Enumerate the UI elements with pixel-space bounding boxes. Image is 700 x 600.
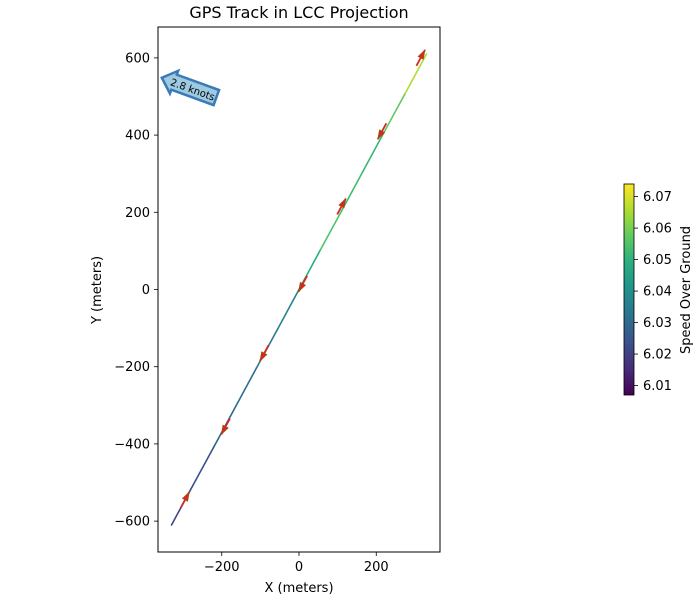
track-segment [234, 367, 258, 409]
y-axis-ticks: −600 −400 −200 0 200 400 600 [114, 51, 158, 530]
y-tick-label: −400 [114, 437, 150, 452]
speed-annotation: 2.8 knots [160, 68, 221, 107]
chart-title: GPS Track in LCC Projection [189, 3, 408, 22]
colorbar-tick-label: 6.05 [643, 253, 672, 268]
colorbar-tick-label: 6.04 [643, 285, 672, 300]
colorbar-label: Speed Over Ground [679, 226, 694, 354]
y-tick-label: 600 [125, 51, 150, 66]
x-axis-label: X (meters) [264, 581, 333, 596]
y-tick-label: 400 [125, 129, 150, 144]
colorbar: 6.01 6.02 6.03 6.04 6.05 6.06 6.07 Speed Over … [623, 183, 694, 396]
direction-arrow-head [259, 351, 268, 362]
track-segment [276, 288, 300, 330]
colorbar-bar [623, 183, 635, 396]
direction-arrow-head [338, 197, 347, 209]
y-tick-label: 200 [125, 206, 150, 221]
x-tick-label: −200 [204, 560, 240, 575]
colorbar-tick-label: 6.01 [643, 379, 672, 394]
y-tick-label: −600 [114, 515, 150, 530]
track-segment [383, 92, 407, 134]
colorbar-tick-label: 6.02 [643, 348, 672, 363]
track-segment [191, 445, 215, 487]
track-segment [361, 131, 385, 173]
direction-arrow-head [298, 281, 307, 293]
y-tick-label: −200 [114, 360, 150, 375]
colorbar-tick-label: 6.07 [643, 190, 672, 205]
colorbar-tick-label: 6.03 [643, 316, 672, 331]
x-axis-ticks: −200 0 200 [204, 552, 389, 575]
direction-arrow-head [377, 129, 386, 140]
x-tick-label: 0 [295, 560, 303, 575]
colorbar-ticks: 6.01 6.02 6.03 6.04 6.05 6.06 6.07 [634, 190, 672, 394]
plot-area: 2.8 knots [157, 26, 441, 553]
direction-arrow-head [181, 491, 190, 502]
arrow-layer [179, 49, 426, 509]
direction-arrow-head [417, 49, 426, 60]
track-segment [404, 53, 428, 95]
y-axis-label: Y (meters) [90, 256, 105, 325]
x-tick-label: 200 [364, 560, 389, 575]
y-tick-label: 0 [142, 283, 150, 298]
track-segment [319, 210, 343, 251]
colorbar-tick-label: 6.06 [643, 222, 672, 237]
direction-arrow-head [220, 424, 229, 436]
annotation-arrow-shape [160, 68, 221, 107]
track-segment [340, 170, 364, 212]
